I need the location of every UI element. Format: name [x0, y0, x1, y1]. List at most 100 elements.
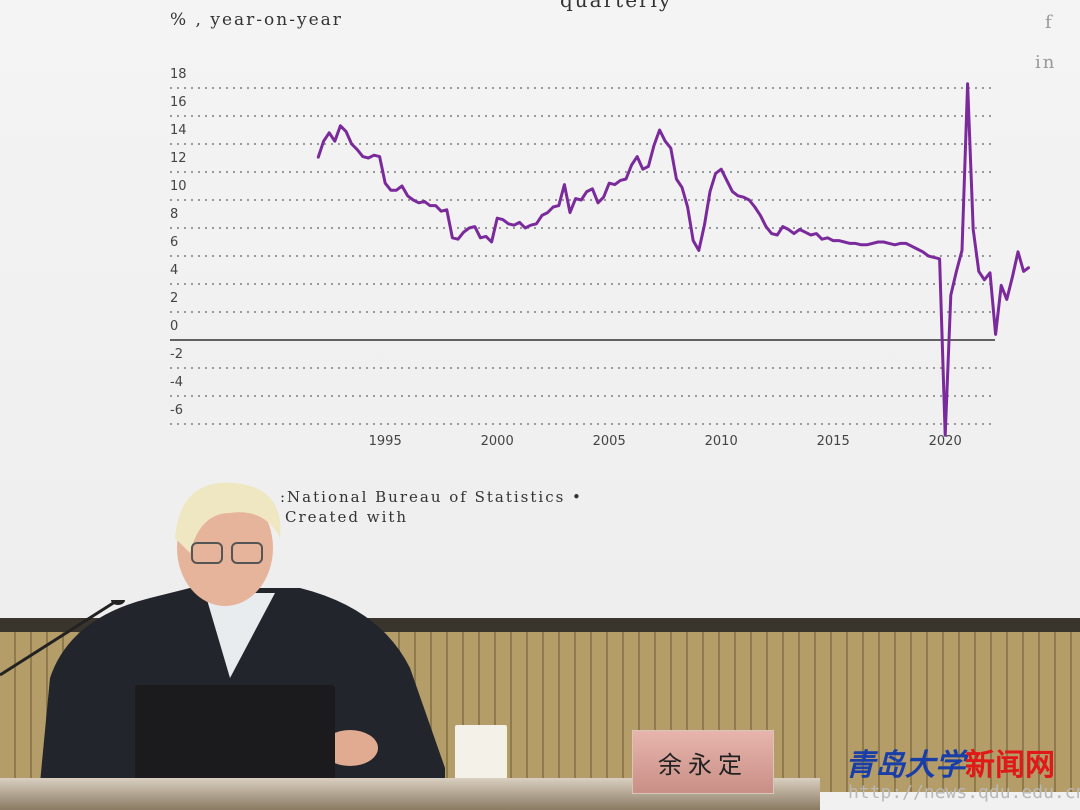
data-point — [642, 168, 644, 170]
data-point — [849, 242, 851, 245]
data-point — [961, 249, 963, 252]
data-point — [782, 225, 784, 228]
data-point — [334, 140, 336, 142]
data-point — [994, 333, 997, 336]
data-point — [462, 231, 465, 233]
data-point — [328, 132, 331, 134]
right-fragment: in — [1035, 52, 1057, 73]
x-tick-label: 2010 — [705, 434, 738, 449]
data-point — [1028, 266, 1030, 269]
data-point — [485, 235, 487, 238]
right-fragment: f — [1045, 12, 1054, 33]
data-point — [832, 239, 834, 242]
data-point — [630, 164, 633, 166]
data-point — [922, 251, 924, 253]
y-tick-label: 16 — [170, 95, 187, 110]
microphone-icon — [0, 600, 125, 677]
data-point — [1017, 251, 1019, 253]
data-point — [916, 248, 918, 250]
data-point — [776, 234, 778, 236]
data-point — [854, 242, 857, 245]
laptop — [135, 685, 335, 795]
data-point — [664, 140, 666, 142]
data-point — [490, 241, 493, 243]
data-point — [966, 83, 969, 85]
data-point — [770, 232, 773, 235]
data-point — [546, 211, 549, 214]
data-point — [826, 237, 829, 239]
data-point — [563, 183, 566, 186]
data-point — [440, 210, 443, 212]
data-point — [541, 214, 543, 217]
data-point — [625, 178, 627, 180]
data-point — [815, 232, 818, 235]
y-tick-label: 2 — [170, 291, 178, 306]
data-point — [317, 157, 319, 159]
data-point — [446, 209, 448, 211]
data-point — [877, 241, 879, 243]
y-tick-label: 18 — [170, 67, 187, 82]
data-point — [530, 224, 532, 226]
x-tick-label: 2005 — [593, 434, 626, 449]
data-point — [804, 231, 806, 233]
created-with-note: Created with — [285, 508, 409, 526]
data-point — [507, 223, 510, 225]
data-point — [418, 202, 420, 204]
data-point — [944, 434, 946, 437]
chart-title: quarterly — [560, 0, 673, 12]
data-point — [367, 157, 370, 159]
data-point — [468, 227, 471, 229]
data-point — [395, 189, 398, 191]
data-point — [1011, 276, 1014, 278]
data-point — [479, 237, 482, 239]
data-point — [698, 249, 700, 252]
data-point — [810, 234, 812, 236]
data-point — [356, 148, 359, 151]
data-point — [754, 206, 756, 208]
data-point — [362, 155, 364, 158]
data-point — [950, 294, 952, 297]
data-point — [552, 206, 554, 208]
source-note: :National Bureau of Statistics • — [280, 488, 583, 506]
data-point — [513, 224, 515, 226]
data-point — [798, 228, 801, 231]
data-point — [524, 227, 526, 229]
data-point — [591, 188, 594, 190]
data-point — [899, 242, 902, 245]
gdp-line-chart: 18 16 14 12 10 8 6 4 2 0 -2 -4 -6 1995 2000 2005 2010 201… — [170, 67, 1031, 449]
nameplate: 余永定 — [632, 730, 774, 794]
data-point — [675, 178, 678, 180]
data-point — [602, 196, 605, 198]
data-point — [373, 154, 375, 156]
data-point — [586, 190, 588, 193]
data-point — [871, 242, 874, 245]
data-point — [384, 182, 387, 184]
data-point — [714, 172, 717, 175]
y-tick-label: -6 — [170, 403, 183, 418]
data-point — [474, 225, 476, 228]
data-point — [1022, 270, 1025, 273]
data-point — [978, 270, 980, 273]
data-point — [860, 244, 862, 246]
data-point — [670, 147, 672, 149]
y-tick-label: 4 — [170, 263, 178, 278]
data-point — [451, 237, 454, 239]
data-point — [378, 155, 381, 158]
data-point — [720, 168, 722, 170]
data-point — [412, 199, 415, 201]
data-point — [608, 182, 610, 184]
data-point — [1006, 298, 1008, 301]
x-tick-label: 2020 — [929, 434, 962, 449]
x-tick-label: 1995 — [369, 434, 402, 449]
watermark-site: 新闻网 — [965, 748, 1055, 783]
watermark-logo-text: 青岛大学 — [845, 748, 965, 783]
y-tick-label: -2 — [170, 347, 183, 362]
data-point — [709, 190, 711, 193]
data-point — [726, 179, 728, 182]
y-axis-unit: % , year-on-year — [170, 10, 343, 30]
data-point — [574, 197, 577, 200]
data-point — [558, 204, 560, 207]
data-point — [692, 239, 694, 242]
watermark-logo: 青岛大学新闻网 — [845, 740, 1055, 784]
data-point — [636, 155, 638, 158]
